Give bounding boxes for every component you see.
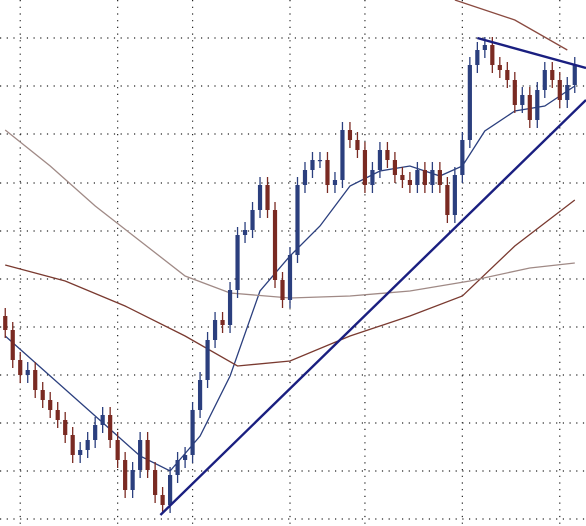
candle-body xyxy=(160,495,165,505)
candle-body xyxy=(415,170,420,185)
trend-line xyxy=(476,36,586,70)
candle-body xyxy=(505,70,510,80)
candle-body xyxy=(55,410,60,420)
candle-body xyxy=(550,70,555,80)
candle-body xyxy=(138,440,143,470)
candle-body xyxy=(182,455,188,460)
candle-body xyxy=(302,170,308,185)
candle-body xyxy=(205,340,210,380)
candle-body xyxy=(153,470,158,495)
candle-body xyxy=(287,255,293,300)
candle-body xyxy=(48,400,53,410)
candle-body xyxy=(385,150,390,160)
candle-body xyxy=(535,90,540,120)
candle-body xyxy=(355,140,360,150)
candle-body xyxy=(130,470,135,490)
candle-body xyxy=(85,440,90,450)
candle-body xyxy=(332,180,338,185)
candle-body xyxy=(108,415,113,440)
candle-body xyxy=(475,50,480,65)
candle-body xyxy=(40,390,45,400)
candle-body xyxy=(25,370,30,375)
candle-body xyxy=(242,230,248,235)
candle-body xyxy=(317,160,323,162)
candle-body xyxy=(78,450,83,455)
candle-body xyxy=(467,65,472,140)
candle-body xyxy=(520,95,525,105)
candle-body xyxy=(280,280,285,300)
candle-body xyxy=(542,70,547,90)
candle-body xyxy=(175,460,180,475)
candle-body xyxy=(63,420,68,435)
moving-average xyxy=(4,129,575,299)
candle-body xyxy=(250,210,255,230)
candle-body xyxy=(145,440,150,470)
candle-body xyxy=(370,170,375,185)
candle-body xyxy=(557,80,562,100)
candle-body xyxy=(212,320,218,340)
candle-body xyxy=(512,80,517,105)
candle-body xyxy=(10,330,15,360)
candle-body xyxy=(422,170,427,185)
candle-body xyxy=(33,370,38,390)
candle-body xyxy=(93,425,98,440)
candle-body xyxy=(70,435,75,455)
candle-body xyxy=(452,175,457,215)
candle-body xyxy=(362,150,368,185)
candle-body xyxy=(168,475,173,505)
candle-body xyxy=(227,290,233,325)
candle-body xyxy=(340,130,345,180)
candle-body xyxy=(445,185,450,215)
candle-body xyxy=(310,160,315,170)
candle-body xyxy=(272,210,278,280)
candle-body xyxy=(18,360,23,375)
candle-body xyxy=(325,160,330,185)
candle-body xyxy=(437,170,442,185)
candle-body xyxy=(430,170,435,185)
candle-body xyxy=(490,45,495,65)
candle-body xyxy=(527,95,532,120)
candle-body xyxy=(295,185,300,255)
candle-body xyxy=(572,65,577,85)
candle-body xyxy=(460,140,465,175)
candle-body xyxy=(497,65,502,70)
candle-body xyxy=(400,175,405,180)
candle-body xyxy=(347,130,353,140)
candle-body xyxy=(197,380,203,410)
candle-body xyxy=(265,185,270,210)
candle-body xyxy=(257,185,263,210)
candle-body xyxy=(123,460,128,490)
candle-body xyxy=(3,316,8,330)
trend-line xyxy=(159,99,586,516)
candle-body xyxy=(392,160,398,175)
candle-body xyxy=(100,415,105,425)
candle-body xyxy=(190,410,195,455)
candle-body xyxy=(377,150,383,170)
candle-body xyxy=(482,45,487,50)
candle-body xyxy=(115,440,120,460)
candle-body xyxy=(407,180,413,185)
moving-average xyxy=(454,0,568,51)
candle-body xyxy=(565,85,570,100)
candle-body xyxy=(220,320,225,325)
candle-body xyxy=(235,235,240,290)
